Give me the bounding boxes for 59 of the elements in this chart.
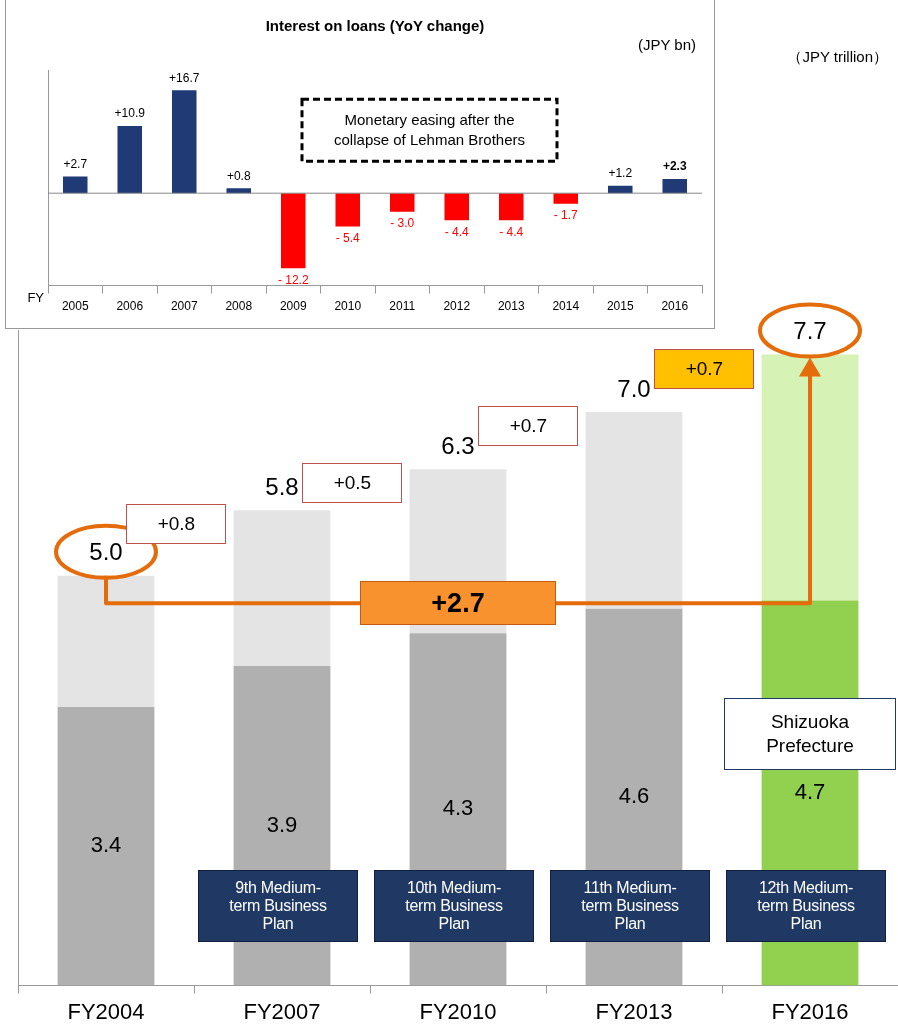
- x-tick-label: FY2004: [67, 998, 145, 1024]
- data-label: 4.3: [442, 795, 474, 821]
- total-label: 6.3: [441, 431, 475, 459]
- bar: [57, 706, 155, 986]
- data-label: +1.2: [608, 166, 633, 181]
- bar: [62, 176, 88, 194]
- data-label: +10.9: [114, 106, 146, 121]
- bar: [585, 411, 683, 609]
- data-label: - 4.4: [444, 224, 470, 239]
- bar: [280, 193, 306, 269]
- bar: [553, 193, 579, 204]
- bar: [444, 193, 470, 221]
- annotation: Monetary easing after the collapse of Lehman Brothers: [334, 110, 525, 148]
- x-tick-label: 2005: [61, 299, 89, 314]
- x-tick-label: 2013: [497, 299, 525, 314]
- bar: [171, 90, 197, 194]
- text: FY: [27, 289, 45, 305]
- data-label: 4.6: [618, 783, 650, 809]
- data-label: - 12.2: [277, 272, 309, 287]
- x-tick-label: 2016: [661, 299, 689, 314]
- total-label: 5.8: [265, 472, 299, 500]
- x-tick-label: FY2013: [595, 998, 673, 1024]
- x-tick-label: 2008: [225, 299, 253, 314]
- x-tick-label: 2007: [170, 299, 198, 314]
- x-tick-label: 2009: [279, 299, 307, 314]
- x-tick-label: FY2007: [243, 998, 321, 1024]
- chart-title: Interest on loans (YoY change): [265, 17, 485, 35]
- bar: [662, 179, 688, 194]
- x-tick-label: 2006: [116, 299, 144, 314]
- bar: [233, 510, 331, 666]
- x-tick-label: FY2010: [419, 998, 497, 1024]
- x-tick-label: 2015: [606, 299, 634, 314]
- bar: [607, 185, 633, 194]
- data-label: - 4.4: [499, 224, 524, 239]
- text: (JPY bn): [637, 36, 696, 53]
- data-label: 3.9: [266, 811, 298, 837]
- data-label: - 3.0: [390, 215, 415, 230]
- data-label: +0.8: [226, 168, 251, 183]
- total-label: 5.0: [89, 538, 123, 566]
- data-label: - 1.7: [553, 207, 579, 222]
- total-label: 7.7: [793, 317, 827, 345]
- bar: [226, 188, 252, 194]
- data-label: - 5.4: [335, 230, 361, 245]
- bar: [335, 193, 361, 227]
- bar: [389, 193, 415, 212]
- data-label: +2.7: [63, 156, 88, 171]
- data-label: +2.3: [662, 159, 687, 174]
- x-tick-label: 2011: [389, 299, 416, 314]
- data-label: 4.7: [794, 779, 826, 805]
- x-tick-label: 2010: [334, 299, 362, 314]
- x-tick-label: 2014: [552, 299, 580, 314]
- x-tick-label: 2012: [443, 299, 471, 314]
- data-label: 3.4: [90, 832, 122, 858]
- bar: [498, 193, 524, 221]
- text: （JPY trillion）: [787, 48, 888, 67]
- x-tick-label: FY2016: [771, 998, 849, 1024]
- bar: [117, 126, 143, 194]
- data-label: +16.7: [169, 70, 200, 85]
- total-label: 7.0: [617, 374, 651, 402]
